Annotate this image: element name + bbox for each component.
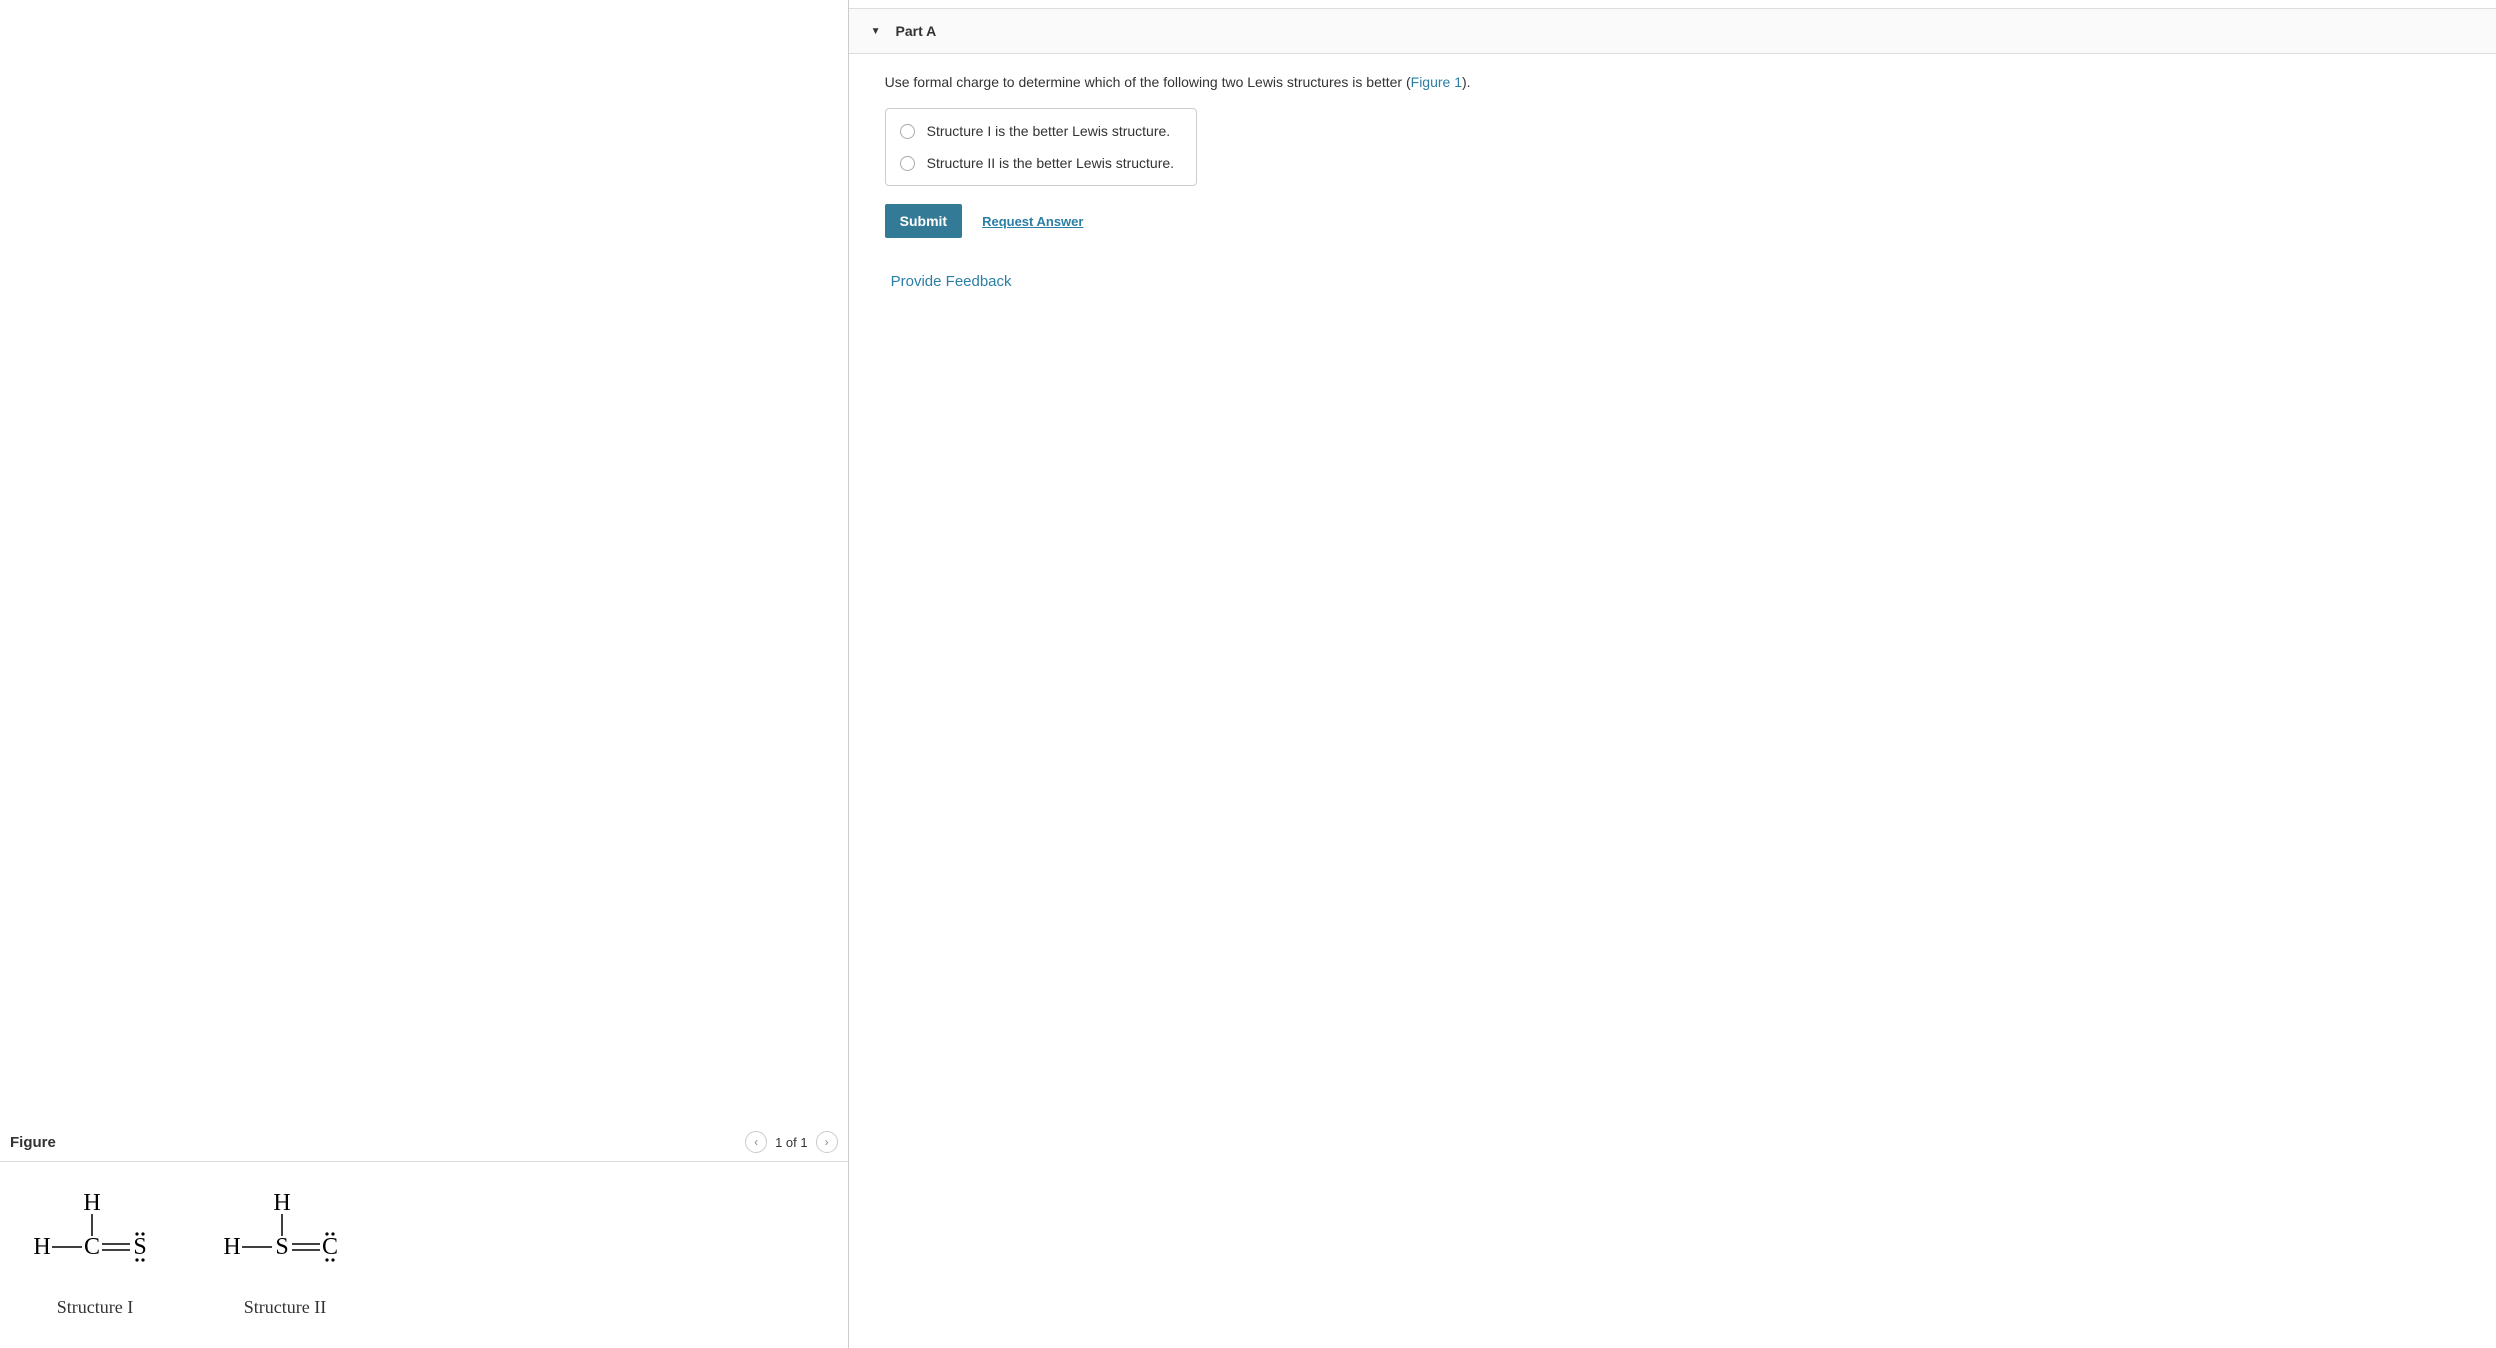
- structure-2-label: Structure II: [244, 1297, 326, 1318]
- part-header[interactable]: ▼ Part A: [849, 8, 2496, 54]
- option-2[interactable]: Structure II is the better Lewis structu…: [886, 147, 1196, 179]
- figure-link[interactable]: Figure 1: [1411, 74, 1462, 90]
- part-title: Part A: [896, 23, 937, 39]
- question-suffix: ).: [1462, 74, 1471, 90]
- question-text: Use formal charge to determine which of …: [885, 74, 2460, 90]
- svg-text:S: S: [133, 1234, 146, 1260]
- actions-row: Submit Request Answer: [885, 204, 2460, 238]
- submit-button[interactable]: Submit: [885, 204, 962, 238]
- figure-section: Figure ‹ 1 of 1 › H H C S: [0, 1123, 848, 1348]
- request-answer-link[interactable]: Request Answer: [982, 214, 1083, 229]
- structure-1-label: Structure I: [57, 1297, 133, 1318]
- options-box: Structure I is the better Lewis structur…: [885, 108, 1197, 186]
- left-panel: Figure ‹ 1 of 1 › H H C S: [0, 0, 849, 1348]
- right-panel: ▼ Part A Use formal charge to determine …: [849, 0, 2496, 1348]
- structure-2: H H S C Structure II: [220, 1192, 350, 1318]
- radio-icon[interactable]: [900, 156, 915, 171]
- figure-title: Figure: [10, 1134, 56, 1151]
- svg-text:H: H: [273, 1192, 290, 1216]
- structure-1: H H C S Structure I: [30, 1192, 160, 1318]
- figure-prev-button[interactable]: ‹: [745, 1131, 767, 1153]
- question-prefix: Use formal charge to determine which of …: [885, 74, 1411, 90]
- figure-next-button[interactable]: ›: [816, 1131, 838, 1153]
- svg-text:C: C: [322, 1234, 338, 1260]
- figure-nav: ‹ 1 of 1 ›: [745, 1131, 838, 1153]
- figure-pagination: 1 of 1: [775, 1135, 808, 1150]
- question-body: Use formal charge to determine which of …: [849, 54, 2496, 310]
- svg-text:H: H: [83, 1192, 100, 1216]
- option-1-label: Structure I is the better Lewis structur…: [927, 123, 1171, 139]
- figure-header: Figure ‹ 1 of 1 ›: [0, 1123, 848, 1162]
- svg-text:S: S: [275, 1234, 288, 1260]
- lewis-structure-1-svg: H H C S: [30, 1192, 160, 1282]
- figure-body: H H C S Structure I H: [0, 1162, 848, 1348]
- option-1[interactable]: Structure I is the better Lewis structur…: [886, 115, 1196, 147]
- svg-text:H: H: [33, 1234, 50, 1260]
- radio-icon[interactable]: [900, 124, 915, 139]
- caret-down-icon: ▼: [871, 26, 881, 37]
- svg-text:H: H: [223, 1234, 240, 1260]
- svg-text:C: C: [84, 1234, 100, 1260]
- lewis-structure-2-svg: H H S C: [220, 1192, 350, 1282]
- provide-feedback-link[interactable]: Provide Feedback: [885, 238, 1012, 290]
- option-2-label: Structure II is the better Lewis structu…: [927, 155, 1174, 171]
